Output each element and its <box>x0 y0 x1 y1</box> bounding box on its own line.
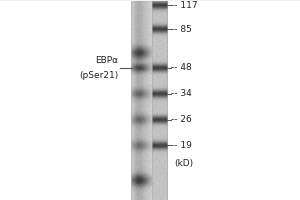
Text: EBPα: EBPα <box>95 56 119 65</box>
Text: -- 34: -- 34 <box>171 89 192 98</box>
Text: -- 26: -- 26 <box>171 115 192 124</box>
Text: -- 19: -- 19 <box>171 141 192 150</box>
Text: -- 117: -- 117 <box>171 1 198 10</box>
Text: -- 85: -- 85 <box>171 25 192 34</box>
Text: -- 48: -- 48 <box>171 63 192 72</box>
Text: (pSer21): (pSer21) <box>79 71 118 80</box>
Text: (kD): (kD) <box>174 159 193 168</box>
